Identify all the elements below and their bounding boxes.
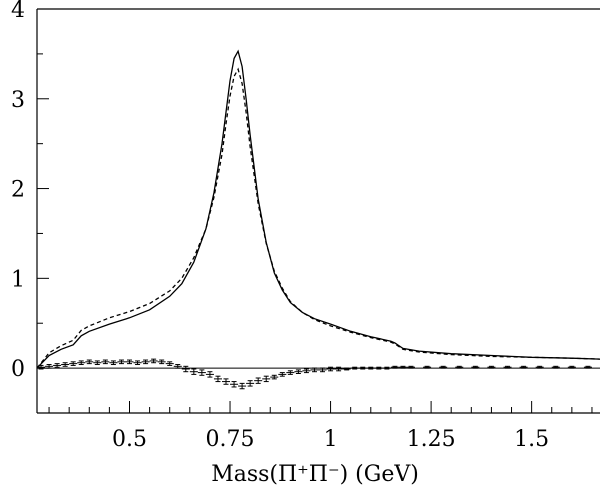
residual-point bbox=[61, 362, 70, 367]
residual-point bbox=[334, 366, 343, 372]
x-tick-label: 1 bbox=[324, 427, 338, 452]
residual-point bbox=[406, 365, 416, 369]
residual-point bbox=[358, 366, 367, 370]
residual-point bbox=[77, 360, 86, 366]
residual-point bbox=[318, 367, 327, 373]
residual-point bbox=[455, 365, 464, 369]
residual-point bbox=[382, 366, 391, 370]
tick-labels: 0 1 2 3 4 0.5 0.75 1 1.25 1.5 bbox=[11, 0, 549, 452]
y-tick-label: 0 bbox=[11, 357, 25, 382]
residual-point bbox=[471, 365, 480, 369]
y-tick-label: 2 bbox=[11, 178, 25, 203]
y-tick-label: 3 bbox=[11, 88, 25, 113]
residual-point bbox=[278, 372, 287, 377]
residual-point bbox=[197, 369, 206, 376]
residual-point bbox=[302, 368, 311, 374]
residual-point bbox=[519, 365, 528, 369]
residual-point bbox=[45, 364, 54, 369]
dashed-curve bbox=[36, 67, 600, 369]
residual-point bbox=[342, 367, 351, 371]
residual-point bbox=[181, 365, 190, 373]
residual-point bbox=[487, 365, 496, 369]
x-tick-label: 0.5 bbox=[112, 427, 147, 452]
residual-point bbox=[37, 364, 46, 370]
x-tick-label: 0.75 bbox=[206, 427, 255, 452]
residual-point bbox=[326, 366, 335, 372]
residual-point bbox=[213, 375, 222, 383]
solid-curve bbox=[36, 49, 600, 369]
x-tick-label: 1.25 bbox=[407, 427, 456, 452]
residual-point bbox=[294, 369, 303, 374]
residual-point bbox=[69, 361, 78, 366]
residual-point bbox=[390, 365, 399, 369]
residual-point bbox=[262, 375, 271, 383]
x-tick-label: 1.5 bbox=[514, 427, 549, 452]
residual-point bbox=[350, 366, 359, 370]
residual-point bbox=[157, 359, 166, 365]
residual-point bbox=[165, 361, 174, 366]
residual-point bbox=[173, 364, 182, 369]
residual-point bbox=[205, 371, 214, 378]
residual-point bbox=[189, 368, 198, 375]
residual-point bbox=[535, 365, 544, 369]
y-tick-label: 1 bbox=[11, 267, 25, 292]
residual-point bbox=[93, 360, 102, 366]
residual-point bbox=[567, 365, 576, 369]
residual-point bbox=[109, 360, 118, 366]
residual-point bbox=[254, 377, 263, 384]
residual-point bbox=[270, 374, 279, 380]
x-axis-label: Mass(Π⁺Π⁻) (GeV) bbox=[211, 462, 419, 487]
residual-point bbox=[366, 366, 375, 370]
residual-point bbox=[286, 370, 295, 375]
residual-point bbox=[53, 363, 62, 368]
residual-point bbox=[398, 365, 407, 369]
residual-point bbox=[221, 378, 231, 385]
residual-point bbox=[423, 365, 432, 369]
residual-point bbox=[141, 359, 150, 365]
residual-point bbox=[133, 360, 142, 366]
axes bbox=[36, 8, 600, 414]
residual-point bbox=[149, 358, 158, 364]
residual-point bbox=[374, 366, 383, 370]
residual-point bbox=[503, 365, 512, 369]
residual-point bbox=[439, 365, 448, 369]
residual-point bbox=[583, 365, 592, 369]
residual-point bbox=[246, 380, 255, 387]
residual-point bbox=[125, 359, 134, 365]
y-tick-label: 4 bbox=[11, 0, 25, 23]
residual-point bbox=[101, 359, 110, 365]
residual-point bbox=[238, 382, 247, 390]
chart-marks bbox=[36, 49, 600, 390]
residual-point bbox=[85, 359, 94, 365]
residual-point bbox=[230, 381, 239, 388]
residual-point bbox=[117, 359, 126, 365]
residual-point bbox=[551, 365, 560, 369]
residual-point bbox=[310, 367, 319, 373]
